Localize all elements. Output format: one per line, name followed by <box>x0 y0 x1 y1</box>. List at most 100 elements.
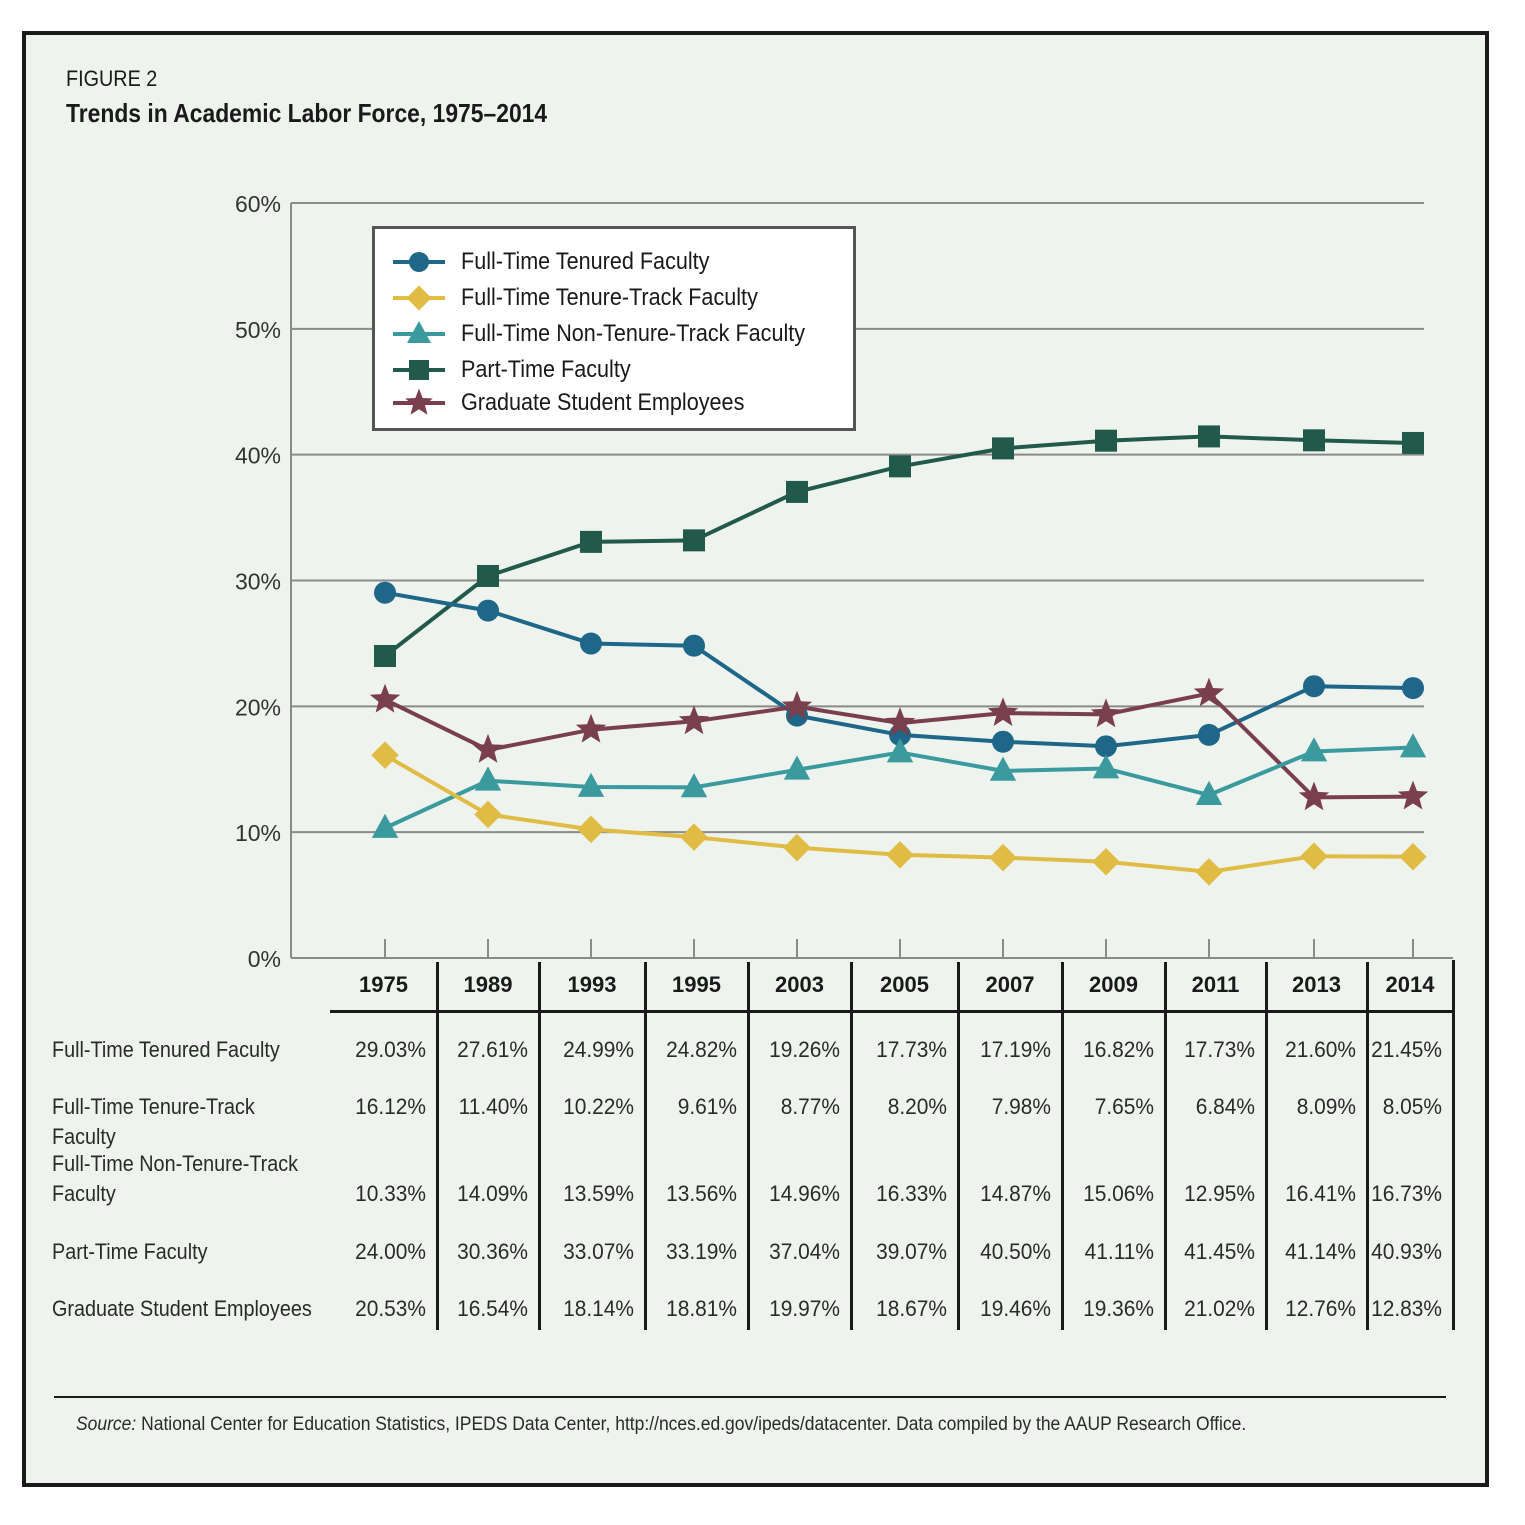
data-point-circle <box>409 252 429 272</box>
series-full-time-tenured-faculty <box>374 581 1424 758</box>
table-cell: 17.73% <box>876 1037 947 1062</box>
table-cell: 40.93% <box>1371 1239 1442 1264</box>
data-point-star <box>781 690 813 720</box>
table-column-divider <box>538 962 541 1330</box>
table-cell: 17.19% <box>980 1037 1051 1062</box>
table-cell: 8.77% <box>780 1094 840 1119</box>
chart-legend: Full-Time Tenured Faculty Full-Time Tenur… <box>372 226 856 431</box>
chart-title: Trends in Academic Labor Force, 1975–201… <box>66 98 548 128</box>
table-cell: 12.95% <box>1184 1181 1255 1206</box>
table-row-label: Part-Time Faculty <box>52 1239 208 1264</box>
data-point-triangle <box>680 773 708 798</box>
table-cell: 11.40% <box>458 1094 528 1119</box>
data-point-square <box>1303 429 1325 452</box>
table-header-rule <box>330 1010 1453 1013</box>
star-icon <box>393 388 445 415</box>
table-cell: 41.14% <box>1285 1239 1356 1264</box>
table-cell: 39.07% <box>876 1239 947 1264</box>
data-point-star <box>884 707 916 736</box>
table-cell: 33.07% <box>563 1239 634 1264</box>
data-point-star <box>1193 677 1225 707</box>
data-point-diamond <box>680 823 708 851</box>
data-point-triangle <box>886 738 914 763</box>
table-cell: 24.00% <box>355 1239 426 1264</box>
data-point-circle <box>992 730 1014 753</box>
data-point-diamond <box>886 841 914 869</box>
table-cell: 6.84% <box>1195 1094 1255 1119</box>
table-cell: 12.83% <box>1371 1296 1442 1321</box>
data-point-diamond <box>474 800 502 829</box>
table-cell: 14.96% <box>769 1181 840 1206</box>
source-text: National Center for Education Statistics… <box>141 1414 1247 1435</box>
figure-label: FIGURE 2 <box>66 66 158 91</box>
data-point-star <box>575 713 607 743</box>
table-cell: 37.04% <box>769 1239 840 1264</box>
y-tick-label: 0% <box>248 946 281 972</box>
data-point-star <box>1298 781 1330 811</box>
y-tick-label: 30% <box>235 569 281 595</box>
table-cell: 16.82% <box>1083 1037 1154 1062</box>
table-cell: 8.09% <box>1296 1094 1356 1119</box>
y-tick-label: 40% <box>235 443 281 469</box>
data-point-star <box>987 697 1019 726</box>
diamond-icon <box>393 285 445 311</box>
y-tick-label: 50% <box>235 317 281 343</box>
data-point-diamond <box>406 285 432 311</box>
data-point-square <box>786 480 808 503</box>
table-cell: 21.02% <box>1184 1296 1255 1321</box>
data-point-triangle <box>407 321 431 343</box>
table-column-divider <box>1265 962 1268 1330</box>
table-year-header: 2009 <box>1089 972 1138 997</box>
data-point-circle <box>1095 735 1117 758</box>
data-point-circle <box>477 599 499 622</box>
table-cell: 24.99% <box>563 1037 634 1062</box>
legend-label: Part-Time Faculty <box>461 356 631 383</box>
data-point-diamond <box>989 843 1017 872</box>
table-cell: 13.56% <box>666 1181 737 1206</box>
table-cell: 30.36% <box>457 1239 528 1264</box>
table-column-divider <box>1452 960 1455 1330</box>
table-cell: 21.60% <box>1285 1037 1356 1062</box>
data-point-triangle <box>1195 780 1223 805</box>
data-point-square <box>580 530 602 553</box>
table-year-header: 2003 <box>775 972 824 997</box>
legend-label: Full-Time Tenured Faculty <box>461 248 710 275</box>
data-point-triangle <box>1399 733 1427 758</box>
data-point-circle <box>1198 723 1220 746</box>
data-point-diamond <box>783 833 811 862</box>
data-point-triangle <box>1300 737 1328 762</box>
table-cell: 27.61% <box>457 1037 528 1062</box>
data-point-circle <box>1402 677 1424 700</box>
table-cell: 16.54% <box>457 1296 528 1321</box>
data-point-triangle <box>989 756 1017 781</box>
table-column-divider <box>1164 962 1167 1330</box>
table-cell: 14.09% <box>457 1181 528 1206</box>
table-cell: 16.73% <box>1371 1181 1442 1206</box>
legend-item: Full-Time Non-Tenure-Track Faculty <box>391 319 843 349</box>
table-cell: 8.20% <box>887 1094 947 1119</box>
table-cell: 40.50% <box>980 1239 1051 1264</box>
source-divider <box>54 1396 1446 1398</box>
table-cell: 16.41% <box>1285 1181 1356 1206</box>
table-column-divider <box>436 962 439 1330</box>
data-point-circle <box>580 632 602 655</box>
series-part-time-faculty <box>374 425 1424 667</box>
table-row-label: Faculty <box>52 1181 116 1206</box>
table-cell: 9.61% <box>677 1094 737 1119</box>
y-tick-label: 60% <box>235 191 281 217</box>
data-point-star <box>678 705 710 735</box>
table-column-divider <box>747 962 750 1330</box>
data-point-square <box>374 645 396 667</box>
table-row-label: Full-Time Non-Tenure-Track <box>52 1151 299 1176</box>
source-prefix: Source: <box>76 1414 137 1435</box>
legend-label: Graduate Student Employees <box>461 389 745 416</box>
table-cell: 15.06% <box>1083 1181 1154 1206</box>
table-year-header: 2014 <box>1385 972 1435 997</box>
data-point-circle <box>1303 675 1325 698</box>
table-column-divider <box>1366 962 1369 1330</box>
data-point-diamond <box>577 815 605 844</box>
table-cell: 7.65% <box>1094 1094 1154 1119</box>
table-column-divider <box>957 962 960 1330</box>
data-point-circle <box>683 634 705 657</box>
